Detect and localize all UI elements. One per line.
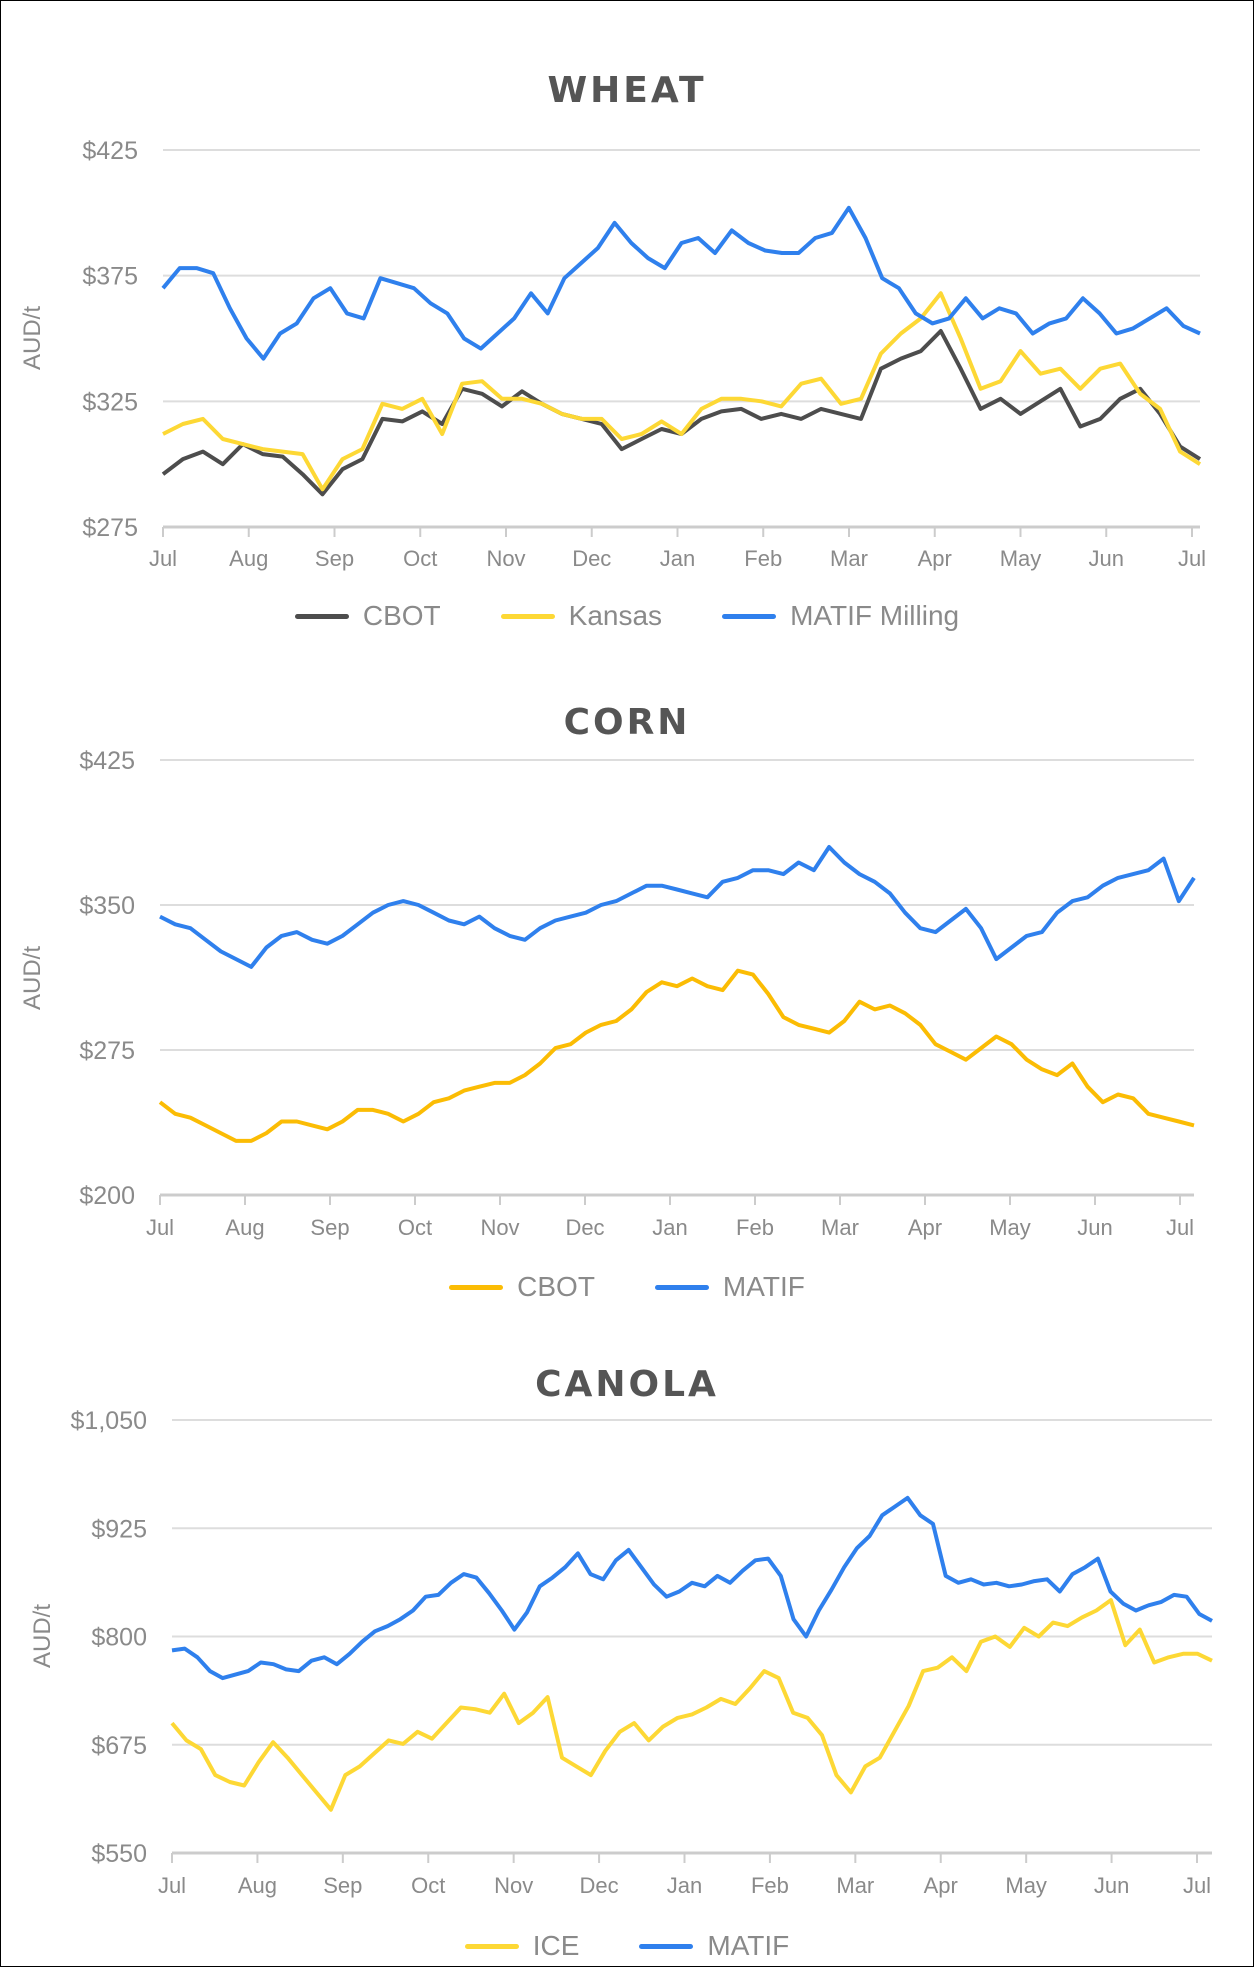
x-tick-label: Mar [830, 546, 868, 571]
x-tick-label: Jun [1089, 546, 1124, 571]
legend-label: CBOT [362, 600, 441, 631]
x-tick-label: Sep [315, 546, 354, 571]
corn-chart: $425 $350 $275 $200 AUD/t Jul Aug Sep Oct Nov Dec J… [19, 747, 1196, 1240]
x-tick-label: Feb [744, 546, 782, 571]
x-tick-label: Jun [1077, 1215, 1112, 1240]
x-tick-label: Nov [494, 1873, 533, 1898]
legend-item-cbot[interactable]: CBOT [449, 1271, 595, 1303]
y-axis-label: AUD/t [19, 306, 46, 370]
matif-line-icon [639, 1943, 694, 1949]
canola-title: CANOLA [535, 1364, 719, 1405]
x-tick-label: Jul [1166, 1215, 1194, 1240]
x-tick-label: Oct [411, 1873, 445, 1898]
x-tick-label: Sep [323, 1873, 362, 1898]
wheat-chart: $425 $375 $325 $275 AUD/t Jul Aug Sep Oct Nov Dec J… [19, 137, 1206, 571]
corn-title: CORN [563, 702, 691, 743]
x-tick-label: Jul [158, 1873, 186, 1898]
y-tick-label: $925 [91, 1515, 147, 1543]
series-line-kansas[interactable] [162, 291, 1202, 492]
x-tick-label: Dec [565, 1215, 604, 1240]
y-tick-label: $550 [91, 1840, 147, 1868]
x-tick-label: Mar [836, 1873, 874, 1898]
x-tick-label: Apr [924, 1873, 958, 1898]
x-tick-label: May [1005, 1873, 1047, 1898]
x-tick-label: Apr [908, 1215, 942, 1240]
y-tick-label: $425 [82, 137, 138, 165]
x-tick-label: Jan [652, 1215, 687, 1240]
x-tick-label: Nov [486, 546, 525, 571]
cbot-line-icon [294, 613, 349, 619]
canola-legend: ICE MATIF [0, 1930, 1254, 1962]
x-tick-label: Jan [667, 1873, 702, 1898]
x-tick-label: Jan [660, 546, 695, 571]
y-tick-label: $425 [79, 747, 135, 775]
series-line-matif[interactable] [171, 1495, 1213, 1681]
cbot-line-icon [449, 1284, 504, 1290]
x-tick-label: Apr [918, 546, 952, 571]
legend-item-kansas[interactable]: Kansas [500, 600, 663, 632]
x-tick-label: Mar [821, 1215, 859, 1240]
legend-label: Kansas [568, 600, 663, 631]
x-tick-label: May [989, 1215, 1031, 1240]
kansas-line-icon [500, 613, 555, 619]
y-tick-label: $350 [79, 892, 135, 920]
x-tick-label: Nov [480, 1215, 519, 1240]
x-tick-label: Feb [736, 1215, 774, 1240]
y-axis-label: AUD/t [29, 1604, 56, 1668]
y-tick-label: $275 [79, 1037, 135, 1065]
legend-label: MATIF Milling [790, 600, 960, 631]
legend-label: CBOT [517, 1271, 595, 1302]
legend-item-cbot[interactable]: CBOT [294, 600, 441, 632]
legend-item-ice[interactable]: ICE [464, 1930, 580, 1962]
legend-item-matif-milling[interactable]: MATIF Milling [722, 600, 959, 632]
series-line-cbot[interactable] [158, 968, 1195, 1143]
series-line-matif[interactable] [159, 845, 1196, 969]
y-tick-label: $200 [79, 1182, 135, 1210]
x-tick-label: Jul [146, 1215, 174, 1240]
x-tick-label: Dec [580, 1873, 619, 1898]
x-tick-label: Dec [572, 546, 611, 571]
x-tick-label: Aug [225, 1215, 264, 1240]
ice-line-icon [464, 1943, 519, 1949]
x-tick-label: Oct [398, 1215, 432, 1240]
legend-label: ICE [532, 1930, 580, 1961]
legend-label: MATIF [722, 1271, 805, 1302]
series-line-matif-milling[interactable] [161, 205, 1201, 361]
x-tick-label: Oct [403, 546, 437, 571]
y-tick-label: $275 [82, 514, 138, 542]
x-tick-label: Feb [751, 1873, 789, 1898]
matif-line-icon [654, 1284, 709, 1290]
x-tick-label: Jul [149, 546, 177, 571]
legend-item-matif[interactable]: MATIF [654, 1271, 805, 1303]
y-tick-label: $800 [91, 1624, 147, 1652]
wheat-legend: CBOT Kansas MATIF Milling [0, 600, 1254, 632]
legend-item-matif[interactable]: MATIF [639, 1930, 789, 1962]
x-tick-label: Aug [229, 546, 268, 571]
y-axis-label: AUD/t [19, 946, 46, 1010]
x-tick-label: Sep [310, 1215, 349, 1240]
x-tick-label: Aug [238, 1873, 277, 1898]
x-tick-label: May [1000, 546, 1042, 571]
y-tick-label: $1,050 [71, 1407, 147, 1435]
y-tick-label: $325 [82, 388, 138, 416]
x-tick-label: Jul [1178, 546, 1206, 571]
y-tick-label: $375 [82, 263, 138, 291]
legend-label: MATIF [707, 1930, 790, 1961]
wheat-title: WHEAT [547, 70, 707, 111]
x-tick-label: Jun [1094, 1873, 1129, 1898]
x-tick-label: Jul [1183, 1873, 1211, 1898]
y-tick-label: $675 [91, 1732, 147, 1760]
matif-line-icon [722, 613, 777, 619]
corn-legend: CBOT MATIF [0, 1271, 1254, 1303]
series-line-ice[interactable] [170, 1598, 1213, 1812]
